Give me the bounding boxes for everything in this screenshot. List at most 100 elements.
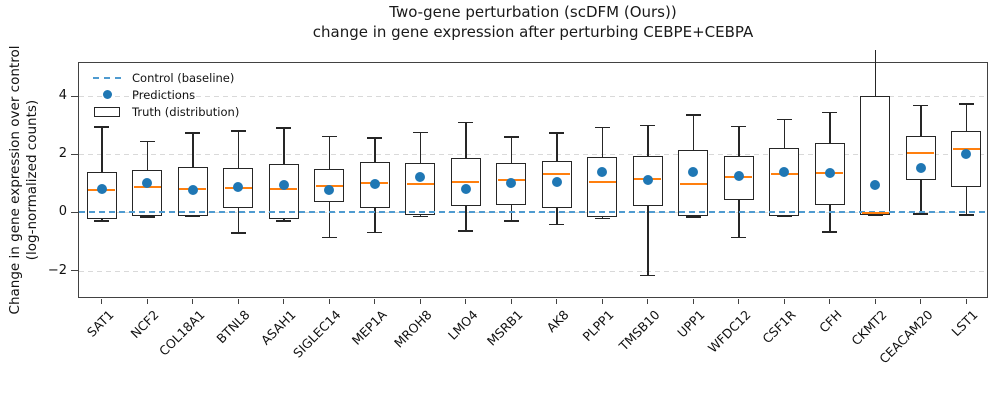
prediction-dot: [96, 183, 107, 194]
whisker-cap-lower: [958, 214, 974, 216]
whisker-lower: [965, 186, 967, 215]
whisker-lower: [283, 218, 285, 222]
whisker-cap-upper: [731, 125, 747, 128]
legend-row: Control (baseline): [91, 69, 239, 86]
whisker-cap-upper: [139, 140, 155, 143]
median-line: [907, 151, 935, 154]
whisker-cap-upper: [276, 127, 292, 129]
chart-title-line2: change in gene expression after perturbi…: [312, 22, 754, 41]
whisker-upper: [601, 127, 603, 157]
whisker-cap-upper: [958, 103, 974, 105]
whisker-cap-lower: [867, 214, 883, 217]
prediction-dot: [460, 183, 471, 194]
prediction-dot: [961, 149, 972, 160]
whisker-cap-upper: [185, 132, 201, 134]
y-gridline: [79, 96, 987, 98]
prediction-dot: [324, 184, 335, 195]
truth-box: [132, 170, 163, 216]
whisker-cap-lower: [685, 216, 701, 218]
legend-label: Truth (distribution): [132, 104, 240, 119]
prediction-dot: [415, 172, 426, 183]
truth-box: [905, 136, 936, 180]
median-line: [861, 212, 889, 215]
prediction-dot: [688, 167, 699, 178]
whisker-upper: [419, 132, 421, 163]
whisker-cap-upper: [458, 121, 474, 124]
whisker-cap-lower: [321, 236, 337, 239]
whisker-cap-lower: [594, 217, 610, 220]
whisker-upper: [965, 103, 967, 132]
median-line: [452, 181, 480, 184]
x-tick-mark: [374, 299, 376, 304]
x-tick-mark: [647, 299, 649, 304]
whisker-cap-lower: [412, 215, 428, 218]
whisker-cap-lower: [276, 220, 292, 222]
prediction-dot: [278, 179, 289, 190]
legend-label: Control (baseline): [132, 70, 235, 85]
truth-box: [587, 156, 618, 218]
whisker-cap-upper: [549, 132, 565, 134]
x-tick-mark: [874, 299, 876, 304]
whisker-cap-lower: [503, 220, 519, 222]
control-dashed-line-icon: [93, 76, 121, 79]
whisker-cap-lower: [458, 230, 474, 232]
x-tick-mark: [783, 299, 785, 304]
whisker-cap-upper: [230, 130, 246, 132]
whisker-lower: [647, 206, 649, 276]
x-tick-mark: [192, 299, 194, 304]
x-tick-mark: [692, 299, 694, 304]
whisker-upper: [101, 126, 103, 172]
whisker-upper: [920, 105, 922, 137]
whisker-cap-upper: [412, 131, 428, 134]
truth-box: [860, 95, 891, 215]
whisker-upper: [556, 132, 558, 162]
x-tick-mark: [601, 299, 603, 304]
whisker-lower: [374, 207, 376, 233]
legend-label: Predictions: [132, 87, 196, 102]
truth-box: [86, 171, 117, 219]
whisker-cap-lower: [230, 232, 246, 234]
prediction-dot-icon: [102, 90, 112, 99]
truth-box: [769, 147, 800, 216]
whisker-upper: [647, 125, 649, 156]
whisker-cap-upper: [822, 111, 838, 114]
prediction-dot: [369, 179, 380, 190]
whisker-cap-upper: [94, 126, 110, 128]
whisker-cap-upper: [367, 137, 383, 139]
prediction-dot: [642, 174, 653, 185]
prediction-dot: [779, 167, 790, 178]
median-line: [679, 182, 707, 185]
whisker-cap-lower: [640, 274, 656, 277]
whisker-upper: [283, 128, 285, 165]
y-tick-mark: [71, 153, 78, 156]
median-line: [543, 173, 571, 176]
whisker-lower: [465, 206, 467, 231]
y-gridline: [79, 154, 987, 156]
whisker-cap-upper: [776, 118, 792, 121]
whisker-lower: [101, 218, 103, 222]
y-tick-label: −2: [47, 262, 67, 278]
whisker-cap-lower: [822, 231, 838, 233]
legend-row: Predictions: [91, 86, 239, 103]
prediction-dot: [597, 166, 608, 177]
whisker-lower: [237, 208, 239, 234]
x-tick-mark: [920, 299, 922, 304]
x-tick-mark: [510, 299, 512, 304]
whisker-cap-lower: [94, 220, 110, 222]
whisker-cap-lower: [731, 236, 747, 239]
whisker-upper: [374, 138, 376, 163]
whisker-cap-upper: [640, 124, 656, 127]
whisker-upper: [738, 126, 740, 156]
chart-title-line1: Two-gene perturbation (scDFM (Ours)): [389, 3, 677, 21]
whisker-cap-upper: [913, 104, 929, 107]
whisker-cap-upper: [503, 136, 519, 138]
control-baseline-line: [79, 211, 987, 214]
x-tick-mark: [465, 299, 467, 304]
whisker-upper: [465, 122, 467, 158]
legend-row: Truth (distribution): [91, 103, 239, 120]
prediction-dot: [733, 171, 744, 182]
y-tick-mark: [71, 269, 78, 272]
median-line: [588, 181, 616, 184]
whisker-upper: [783, 119, 785, 148]
